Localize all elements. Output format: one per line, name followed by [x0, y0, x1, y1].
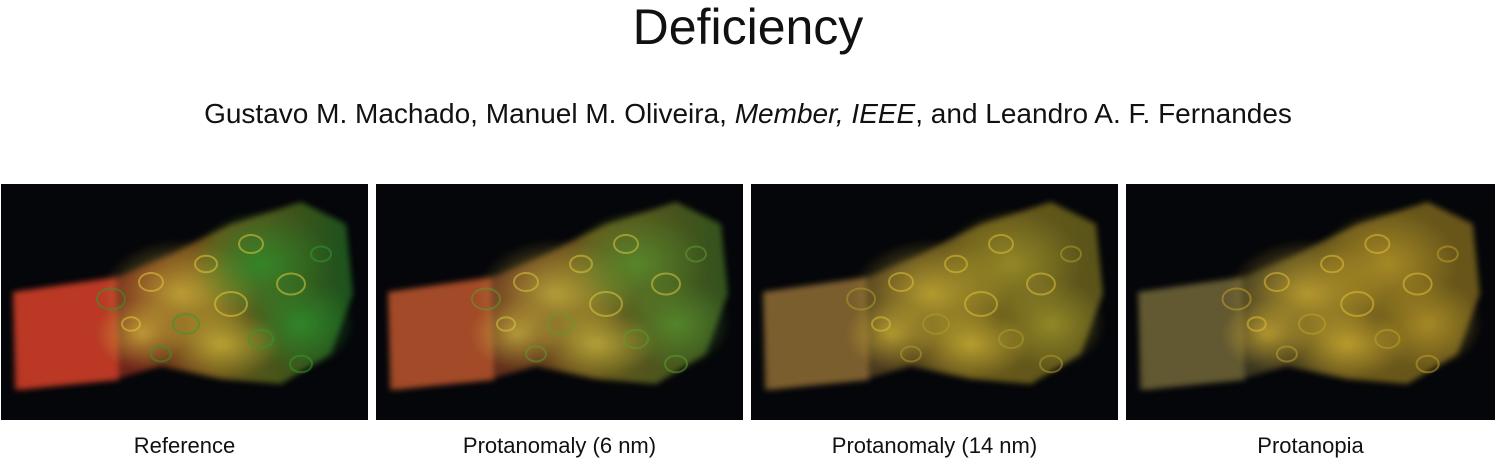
figure-row [1, 184, 1495, 420]
author-names-last: , and Leandro A. F. Fernandes [915, 98, 1292, 129]
caption-protanopia: Protanopia [1257, 433, 1364, 458]
smoke-volume-render-image [376, 184, 743, 420]
paper-title: Deficiency [632, 0, 864, 55]
caption-protanomaly-6nm: Protanomaly (6 nm) [462, 433, 657, 458]
figure-panel-protanomaly-14nm [751, 184, 1118, 420]
smoke-volume-render-image [1, 184, 368, 420]
author-line: Gustavo M. Machado, Manuel M. Oliveira, … [0, 97, 1496, 131]
caption-protanomaly-14nm: Protanomaly (14 nm) [831, 433, 1038, 458]
smoke-volume-render-image [751, 184, 1118, 420]
author-affiliation: Member, IEEE [734, 98, 916, 129]
figure-panel-protanopia [1126, 184, 1495, 420]
smoke-volume-render-image [1126, 184, 1495, 420]
author-names-first: Gustavo M. Machado, Manuel M. Oliveira, [204, 98, 735, 129]
caption-reference: Reference [133, 433, 236, 458]
figure-panel-protanomaly-6nm [376, 184, 743, 420]
figure-panel-reference [1, 184, 368, 420]
